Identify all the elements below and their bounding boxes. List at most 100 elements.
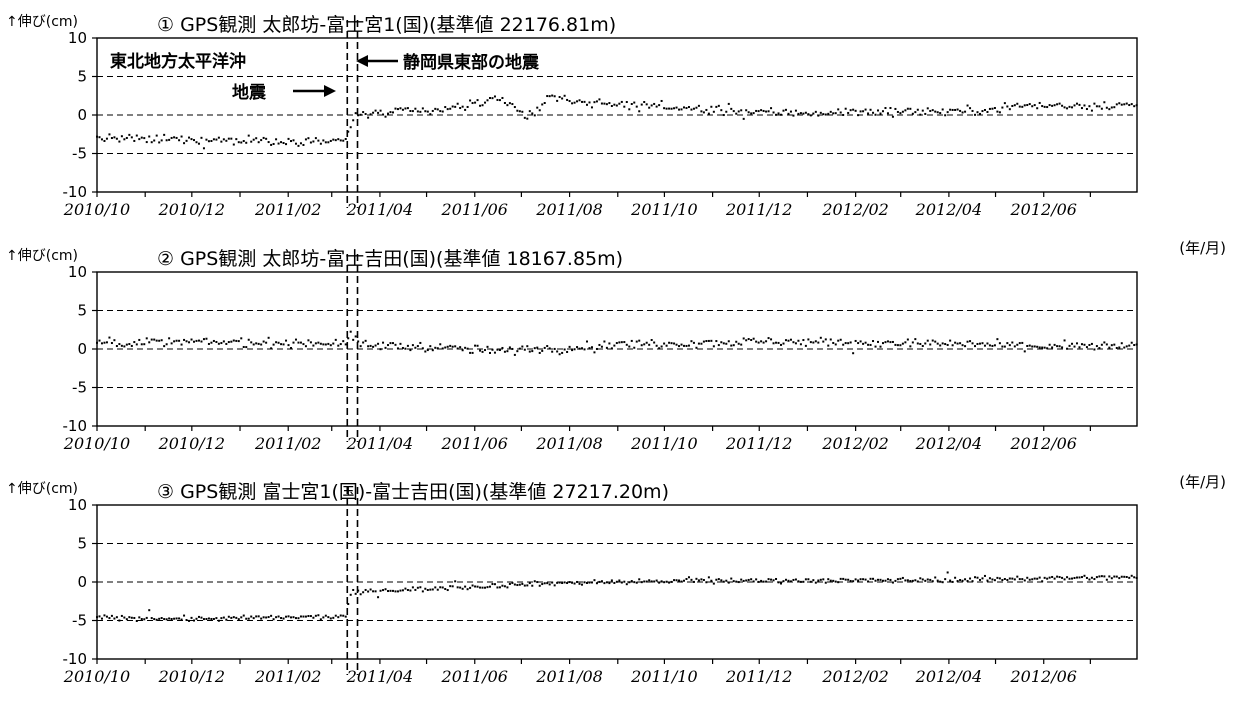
data-point bbox=[180, 135, 183, 138]
data-point bbox=[1016, 102, 1019, 105]
data-point bbox=[372, 111, 375, 114]
data-point bbox=[207, 140, 210, 143]
data-point bbox=[1130, 103, 1133, 106]
data-point bbox=[891, 340, 894, 343]
data-point bbox=[864, 578, 867, 581]
data-point bbox=[359, 113, 362, 116]
data-point bbox=[705, 340, 708, 343]
data-point bbox=[737, 110, 740, 113]
data-point bbox=[914, 338, 917, 341]
data-point bbox=[891, 115, 894, 118]
data-point bbox=[232, 616, 235, 619]
data-point bbox=[327, 616, 330, 619]
data-point bbox=[103, 614, 106, 617]
data-point bbox=[496, 348, 499, 351]
data-point bbox=[230, 137, 233, 140]
data-point bbox=[687, 106, 690, 109]
data-point bbox=[411, 110, 414, 113]
data-point bbox=[98, 339, 101, 342]
data-point bbox=[374, 109, 377, 112]
data-point bbox=[886, 112, 889, 115]
data-point bbox=[138, 338, 141, 341]
data-point bbox=[742, 117, 745, 120]
data-point bbox=[834, 343, 837, 346]
data-point bbox=[593, 101, 596, 104]
data-point bbox=[568, 581, 571, 584]
data-point bbox=[255, 342, 258, 345]
data-point bbox=[988, 107, 991, 110]
data-point bbox=[511, 103, 514, 106]
data-point bbox=[110, 137, 113, 140]
data-point bbox=[822, 340, 825, 343]
data-point bbox=[270, 347, 273, 350]
data-point bbox=[120, 344, 123, 347]
data-point bbox=[670, 580, 673, 583]
data-point bbox=[655, 579, 658, 582]
data-point bbox=[123, 345, 126, 348]
data-point bbox=[446, 345, 449, 348]
data-point bbox=[130, 136, 133, 139]
data-point bbox=[242, 614, 245, 617]
data-point bbox=[1011, 577, 1014, 580]
x-tick-label: 2010/12 bbox=[158, 667, 225, 686]
data-point bbox=[1123, 346, 1126, 349]
data-point bbox=[742, 337, 745, 340]
data-point bbox=[827, 578, 830, 581]
data-point bbox=[123, 138, 126, 141]
data-point bbox=[807, 113, 810, 116]
data-point bbox=[877, 109, 880, 112]
data-point bbox=[255, 615, 258, 618]
data-point bbox=[469, 99, 472, 102]
data-point bbox=[344, 138, 347, 141]
data-point bbox=[789, 580, 792, 583]
data-point bbox=[767, 578, 770, 581]
data-point bbox=[347, 337, 350, 340]
data-point bbox=[496, 586, 499, 589]
data-point bbox=[466, 105, 469, 108]
data-point bbox=[553, 95, 556, 98]
data-point bbox=[974, 345, 977, 348]
data-point bbox=[115, 345, 118, 348]
data-point bbox=[673, 579, 676, 582]
data-point bbox=[444, 587, 447, 590]
data-point bbox=[349, 330, 352, 333]
data-point bbox=[314, 137, 317, 140]
data-point bbox=[881, 579, 884, 582]
data-point bbox=[461, 587, 464, 590]
data-point bbox=[474, 344, 477, 347]
data-point bbox=[655, 344, 658, 347]
data-point bbox=[862, 342, 865, 345]
data-point bbox=[964, 345, 967, 348]
data-point bbox=[859, 110, 862, 113]
data-point bbox=[429, 588, 432, 591]
data-point bbox=[1103, 575, 1106, 578]
data-point bbox=[561, 582, 564, 585]
data-point bbox=[464, 346, 467, 349]
data-point bbox=[620, 100, 623, 103]
data-point bbox=[352, 119, 355, 122]
data-point bbox=[382, 341, 385, 344]
data-point bbox=[839, 577, 842, 580]
data-point bbox=[145, 616, 148, 619]
data-point bbox=[1085, 346, 1088, 349]
data-point bbox=[725, 579, 728, 582]
data-point bbox=[377, 111, 380, 114]
data-point bbox=[553, 584, 556, 587]
data-point bbox=[337, 138, 340, 141]
data-point bbox=[434, 586, 437, 589]
data-point bbox=[486, 586, 489, 589]
data-point bbox=[715, 105, 718, 108]
data-point bbox=[852, 108, 855, 111]
data-point bbox=[722, 342, 725, 345]
data-point bbox=[391, 589, 394, 592]
annotation-arrowhead bbox=[356, 55, 368, 67]
data-point bbox=[717, 104, 720, 107]
data-point bbox=[1053, 577, 1056, 580]
data-point bbox=[436, 347, 439, 350]
data-point bbox=[347, 603, 350, 606]
data-point bbox=[934, 110, 937, 113]
data-point bbox=[931, 580, 934, 583]
data-point bbox=[518, 583, 521, 586]
data-point bbox=[200, 340, 203, 343]
data-point bbox=[178, 339, 181, 342]
